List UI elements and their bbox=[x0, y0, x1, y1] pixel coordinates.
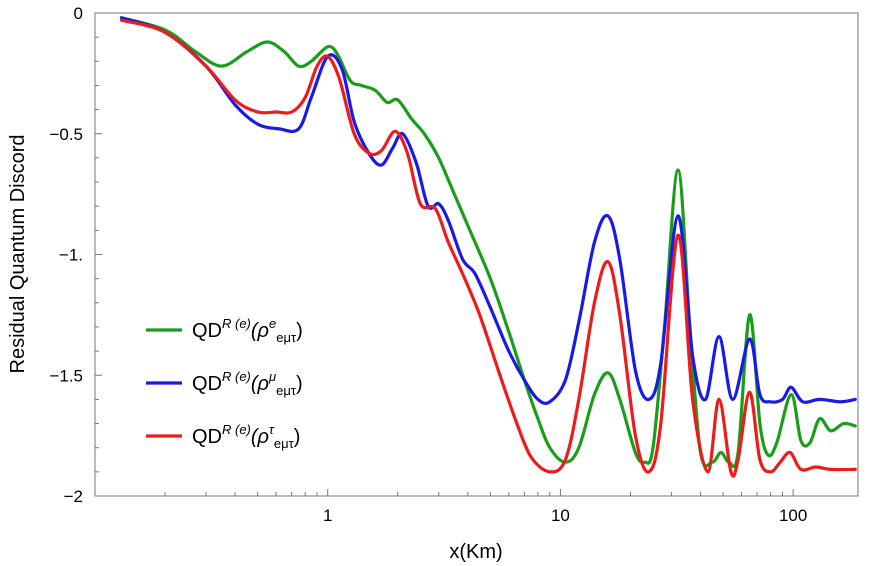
x-axis-ticks: 1 10 100 bbox=[94, 489, 807, 525]
legend-label: QDR (e)(ρμeμτ) bbox=[192, 369, 303, 398]
x-tick-label: 100 bbox=[779, 506, 807, 525]
x-tick-label: 10 bbox=[551, 506, 570, 525]
series-mu-line bbox=[119, 16, 857, 405]
legend-label: QDR (e)(ρτeμτ) bbox=[192, 422, 300, 451]
y-axis-ticks: 0 −0.5 −1. −1.5 −2 bbox=[49, 4, 102, 506]
series-layer bbox=[119, 16, 857, 478]
legend: QDR (e)(ρeeμτ) QDR (e)(ρμeμτ) QDR (e)(ρτeμ… bbox=[146, 316, 303, 451]
y-tick-label: 0 bbox=[74, 4, 83, 23]
series-tau-line bbox=[119, 18, 857, 478]
y-tick-label: −1.5 bbox=[49, 366, 83, 385]
legend-label: QDR (e)(ρeeμτ) bbox=[192, 316, 303, 345]
x-axis-title: x(Km) bbox=[449, 541, 502, 563]
y-tick-label: −2 bbox=[64, 487, 83, 506]
y-tick-label: −1. bbox=[59, 246, 83, 265]
x-tick-label: 1 bbox=[323, 506, 332, 525]
series-e-line bbox=[119, 16, 857, 469]
y-tick-label: −0.5 bbox=[49, 125, 83, 144]
y-axis-title: Residual Quantum Discord bbox=[7, 135, 29, 374]
